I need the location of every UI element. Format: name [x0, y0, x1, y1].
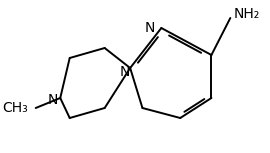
Text: NH₂: NH₂ [234, 7, 260, 21]
Text: CH₃: CH₃ [2, 101, 28, 115]
Text: N: N [48, 93, 58, 107]
Text: N: N [120, 65, 130, 79]
Text: N: N [144, 21, 155, 35]
